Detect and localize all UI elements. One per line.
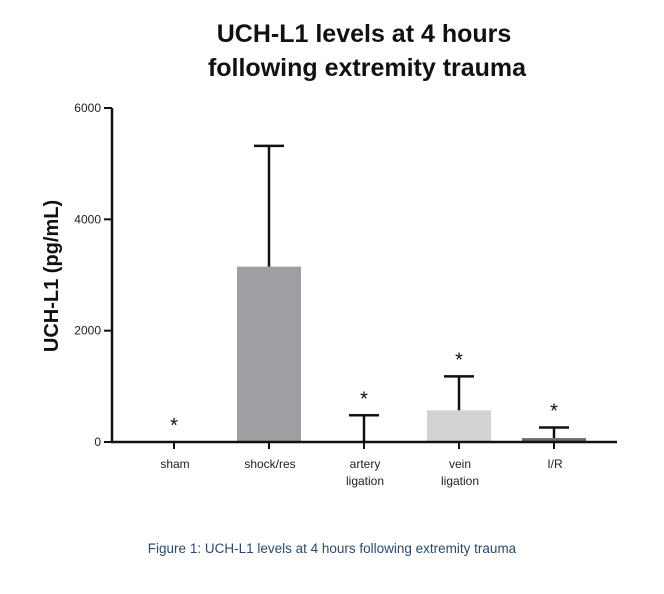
y-tick-label-0: 0: [94, 435, 101, 449]
x-tick-label-4-0: I/R: [547, 457, 563, 471]
chart-title-line-2: following extremity trauma: [208, 54, 527, 82]
significance-mark-4: *: [550, 401, 558, 423]
significance-mark-3: *: [455, 349, 463, 371]
bar-3: [427, 410, 491, 442]
y-tick-label-1: 2000: [74, 324, 101, 338]
bar-1: [237, 266, 301, 442]
x-tick-label-1-0: shock/res: [244, 457, 295, 471]
y-tick-label-2: 4000: [74, 212, 101, 226]
y-axis-label: UCH-L1 (pg/mL): [41, 200, 63, 352]
x-tick-label-0-0: sham: [160, 457, 189, 471]
x-tick-label-2-1: ligation: [346, 474, 384, 488]
bar-4: [522, 438, 586, 442]
x-tick-label-2-0: artery: [350, 457, 381, 471]
x-tick-label-3-1: ligation: [441, 474, 479, 488]
significance-mark-0: *: [170, 415, 178, 437]
y-tick-label-3: 6000: [74, 101, 101, 115]
significance-mark-2: *: [360, 388, 368, 410]
plot-area: * * * * 0 2000 4000 6000 sham shock/res artery liga…: [74, 101, 617, 488]
x-tick-label-3-0: vein: [449, 457, 471, 471]
chart-title-line-1: UCH-L1 levels at 4 hours: [217, 20, 512, 48]
figure-caption: Figure 1: UCH-L1 levels at 4 hours follo…: [147, 541, 517, 556]
